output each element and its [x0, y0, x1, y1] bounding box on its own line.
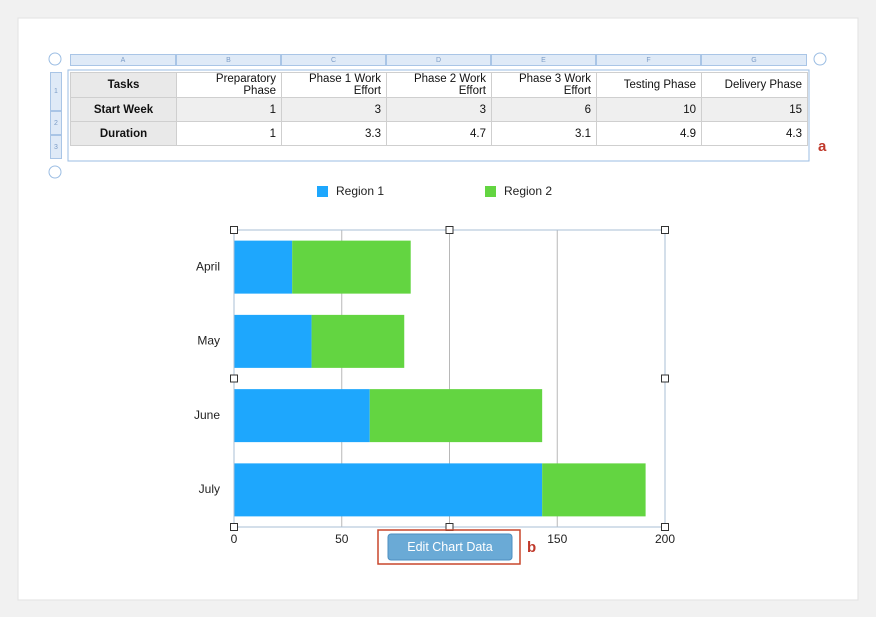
bar — [234, 463, 543, 517]
header-cell: Tasks — [70, 72, 177, 98]
cell: 1 — [176, 97, 282, 122]
chart: 050100150200AprilMayJuneJulyRegion 1Regi… — [194, 184, 675, 546]
cell: 10 — [596, 97, 702, 122]
cell: 6 — [491, 97, 597, 122]
bar — [311, 314, 405, 368]
column-letter: E — [491, 54, 596, 66]
selection-handle — [230, 226, 238, 234]
bar — [292, 240, 411, 294]
x-tick-label: 200 — [655, 532, 675, 546]
row-number: 2 — [50, 111, 62, 135]
column-letter: D — [386, 54, 491, 66]
table-row: Duration 1 3.3 4.7 3.1 4.9 4.3 — [70, 121, 808, 146]
y-tick-label: May — [197, 334, 220, 348]
edit-chart-data-button[interactable] — [387, 533, 513, 561]
header-cell: Phase 3 Work Effort — [491, 72, 597, 98]
table-row: Start Week 1 3 3 6 10 15 — [70, 97, 808, 122]
column-letter: B — [176, 54, 281, 66]
bar — [234, 389, 370, 443]
table-handle[interactable] — [48, 52, 62, 66]
row-handle[interactable] — [48, 165, 62, 179]
column-letter: G — [701, 54, 807, 66]
bar — [234, 314, 312, 368]
row-number: 1 — [50, 72, 62, 111]
cell: 4.3 — [701, 121, 808, 146]
data-table: Tasks Preparatory Phase Phase 1 Work Effor… — [70, 72, 808, 146]
callout-label: b — [527, 539, 536, 556]
selection-handle — [445, 226, 454, 234]
column-letter: A — [70, 54, 176, 66]
column-letter: F — [596, 54, 701, 66]
header-cell: Phase 1 Work Effort — [281, 72, 387, 98]
cell: 3.3 — [281, 121, 387, 146]
selection-handle — [661, 374, 669, 383]
callout-label: a — [818, 138, 827, 155]
bar — [234, 240, 293, 294]
legend-swatch — [317, 186, 328, 197]
cell: 15 — [701, 97, 808, 122]
cell: 3 — [386, 97, 492, 122]
selection-handle — [661, 523, 669, 531]
row-number: 3 — [50, 135, 62, 159]
cell: 4.7 — [386, 121, 492, 146]
cell: 3.1 — [491, 121, 597, 146]
header-cell: Phase 2 Work Effort — [386, 72, 492, 98]
legend-swatch — [485, 186, 496, 197]
button-label[interactable]: Edit Chart Data — [407, 540, 493, 554]
legend-label: Region 1 — [336, 184, 384, 198]
x-tick-label: 50 — [335, 532, 349, 546]
header-cell: Testing Phase — [596, 72, 702, 98]
y-tick-label: April — [196, 259, 220, 273]
table-selection — [67, 69, 810, 162]
header-cell: Preparatory Phase — [176, 72, 282, 98]
header-cell: Delivery Phase — [701, 72, 808, 98]
legend-label: Region 2 — [504, 184, 552, 198]
bar — [542, 463, 646, 517]
y-tick-label: July — [199, 482, 220, 496]
cell: 3 — [281, 97, 387, 122]
selection-handle — [230, 374, 238, 383]
bar — [369, 389, 543, 443]
selection-handle — [661, 226, 669, 234]
callout-box — [377, 529, 521, 565]
column-handle[interactable] — [813, 52, 827, 66]
y-tick-label: June — [194, 408, 220, 422]
table-row: Tasks Preparatory Phase Phase 1 Work Effor… — [70, 72, 808, 98]
column-letter: C — [281, 54, 386, 66]
cell: Duration — [70, 121, 177, 146]
cell: 4.9 — [596, 121, 702, 146]
cell: 1 — [176, 121, 282, 146]
x-tick-label: 0 — [231, 532, 238, 546]
selection-handle — [230, 523, 238, 531]
cell: Start Week — [70, 97, 177, 122]
x-tick-label: 150 — [547, 532, 567, 546]
